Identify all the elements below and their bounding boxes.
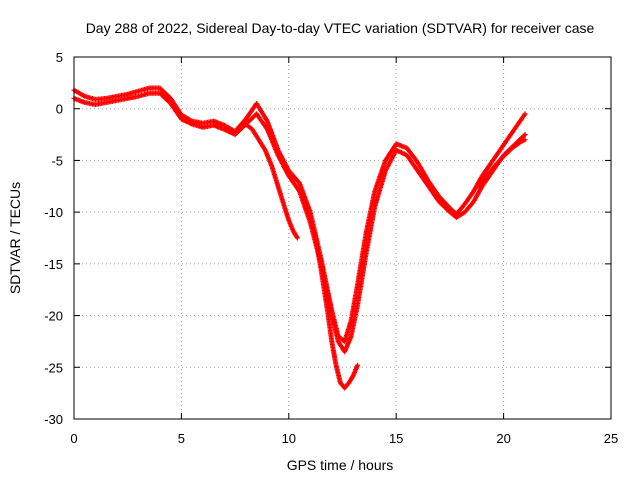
x-axis-label: GPS time / hours <box>287 457 394 473</box>
data-point <box>294 235 300 241</box>
data-points <box>71 85 528 391</box>
y-tick-label: -15 <box>44 257 63 272</box>
x-tick-label: 5 <box>178 431 185 446</box>
x-tick-label: 25 <box>604 431 618 446</box>
data-point <box>522 137 528 143</box>
y-tick-label: 5 <box>56 50 63 65</box>
series-track-upper <box>71 85 528 344</box>
grid <box>74 57 611 419</box>
series-track-early <box>243 121 300 241</box>
y-axis-label: SDTVAR / TECUs <box>7 182 23 294</box>
axis-ticks: 0 5 10 15 20 25 5 0 -5 -10 -15 -20 -25 -30 <box>44 50 618 446</box>
x-tick-label: 10 <box>282 431 296 446</box>
chart-title: Day 288 of 2022, Sidereal Day-to-day VTE… <box>86 20 595 36</box>
series-track-deep <box>312 230 361 391</box>
data-point <box>522 132 528 138</box>
data-point <box>355 362 361 368</box>
x-tick-label: 15 <box>389 431 403 446</box>
y-tick-label: -20 <box>44 309 63 324</box>
y-tick-label: 0 <box>56 102 63 117</box>
x-tick-label: 20 <box>496 431 510 446</box>
series-track-main <box>71 90 528 355</box>
y-tick-label: -30 <box>44 412 63 427</box>
data-point <box>522 111 528 117</box>
plot-frame <box>73 56 612 420</box>
x-tick-label: 0 <box>70 431 77 446</box>
y-tick-label: -25 <box>44 360 63 375</box>
y-tick-label: -10 <box>44 205 63 220</box>
series-track-tail <box>475 137 528 189</box>
y-tick-label: -5 <box>51 153 63 168</box>
